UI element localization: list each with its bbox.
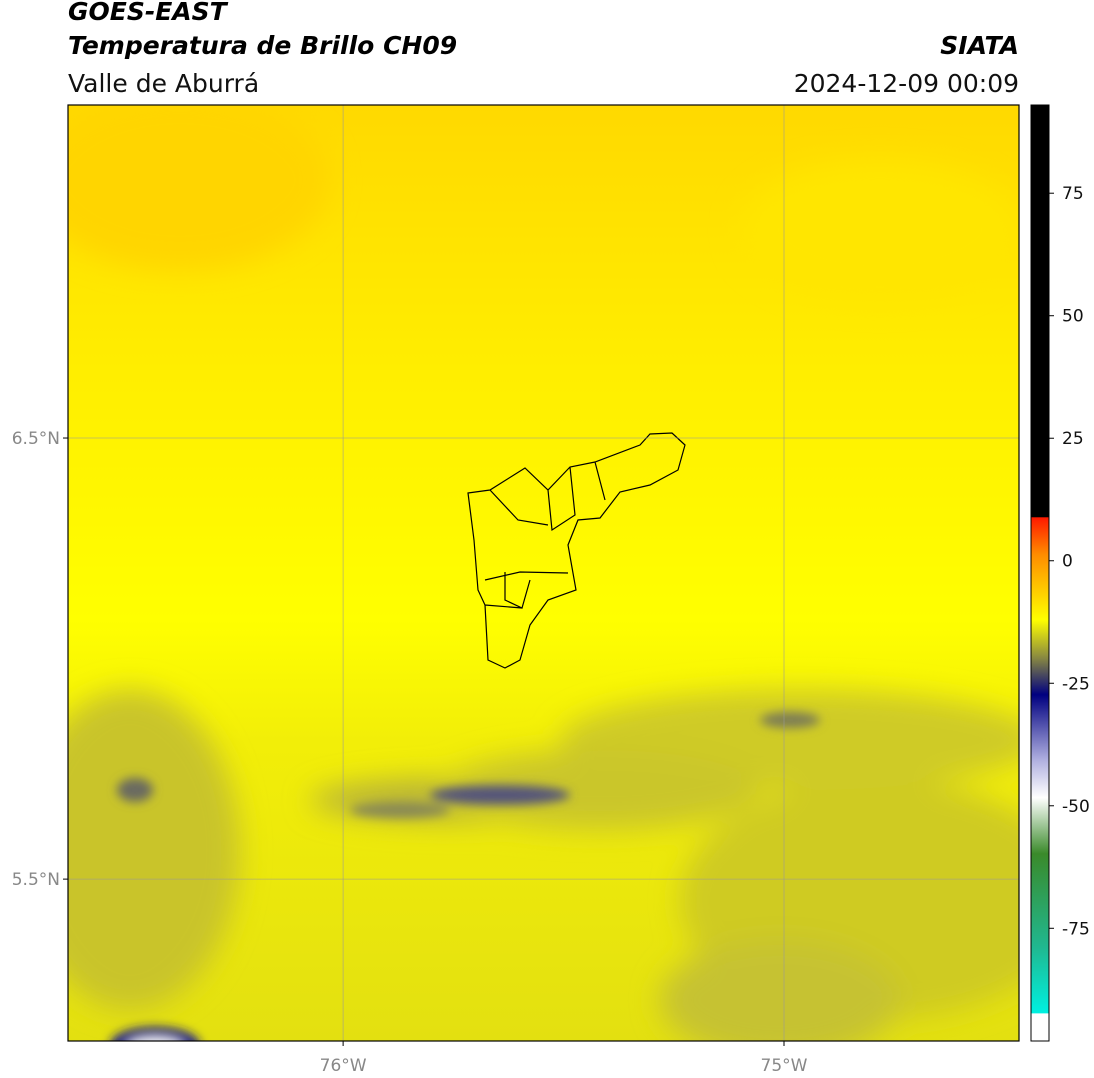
lon-tick-label: 76°W: [320, 1056, 367, 1076]
colorbar-tick-label: 25: [1062, 429, 1084, 449]
source: SIATA: [940, 31, 1019, 60]
map-frame: [67, 104, 1020, 1042]
cloud-field: [68, 105, 1019, 1041]
lat-tick-label: 5.5°N: [12, 870, 60, 890]
colorbar-tick-label: 50: [1062, 307, 1084, 327]
title: GOES-EAST: [68, 0, 229, 26]
colorbar: [1030, 104, 1050, 1042]
colorbar-tick-label: -25: [1062, 674, 1090, 694]
colorbar-tick-label: 0: [1062, 552, 1073, 572]
colorbar-tick-label: -75: [1062, 919, 1090, 939]
lon-tick-label: 75°W: [761, 1056, 808, 1076]
region: Valle de Aburrá: [68, 69, 259, 98]
colorbar-tick-label: -50: [1062, 797, 1090, 817]
datetime: 2024-12-09 00:09: [794, 69, 1019, 98]
graticule: [63, 105, 1019, 1046]
colorbar-tick-label: 75: [1062, 184, 1084, 204]
cold-cores: [111, 712, 820, 1041]
map-field: [68, 105, 1019, 1041]
lat-tick-label: 6.5°N: [12, 429, 60, 449]
subtitle: Temperatura de Brillo CH09: [68, 31, 457, 60]
municipal-boundaries: [467, 432, 686, 669]
